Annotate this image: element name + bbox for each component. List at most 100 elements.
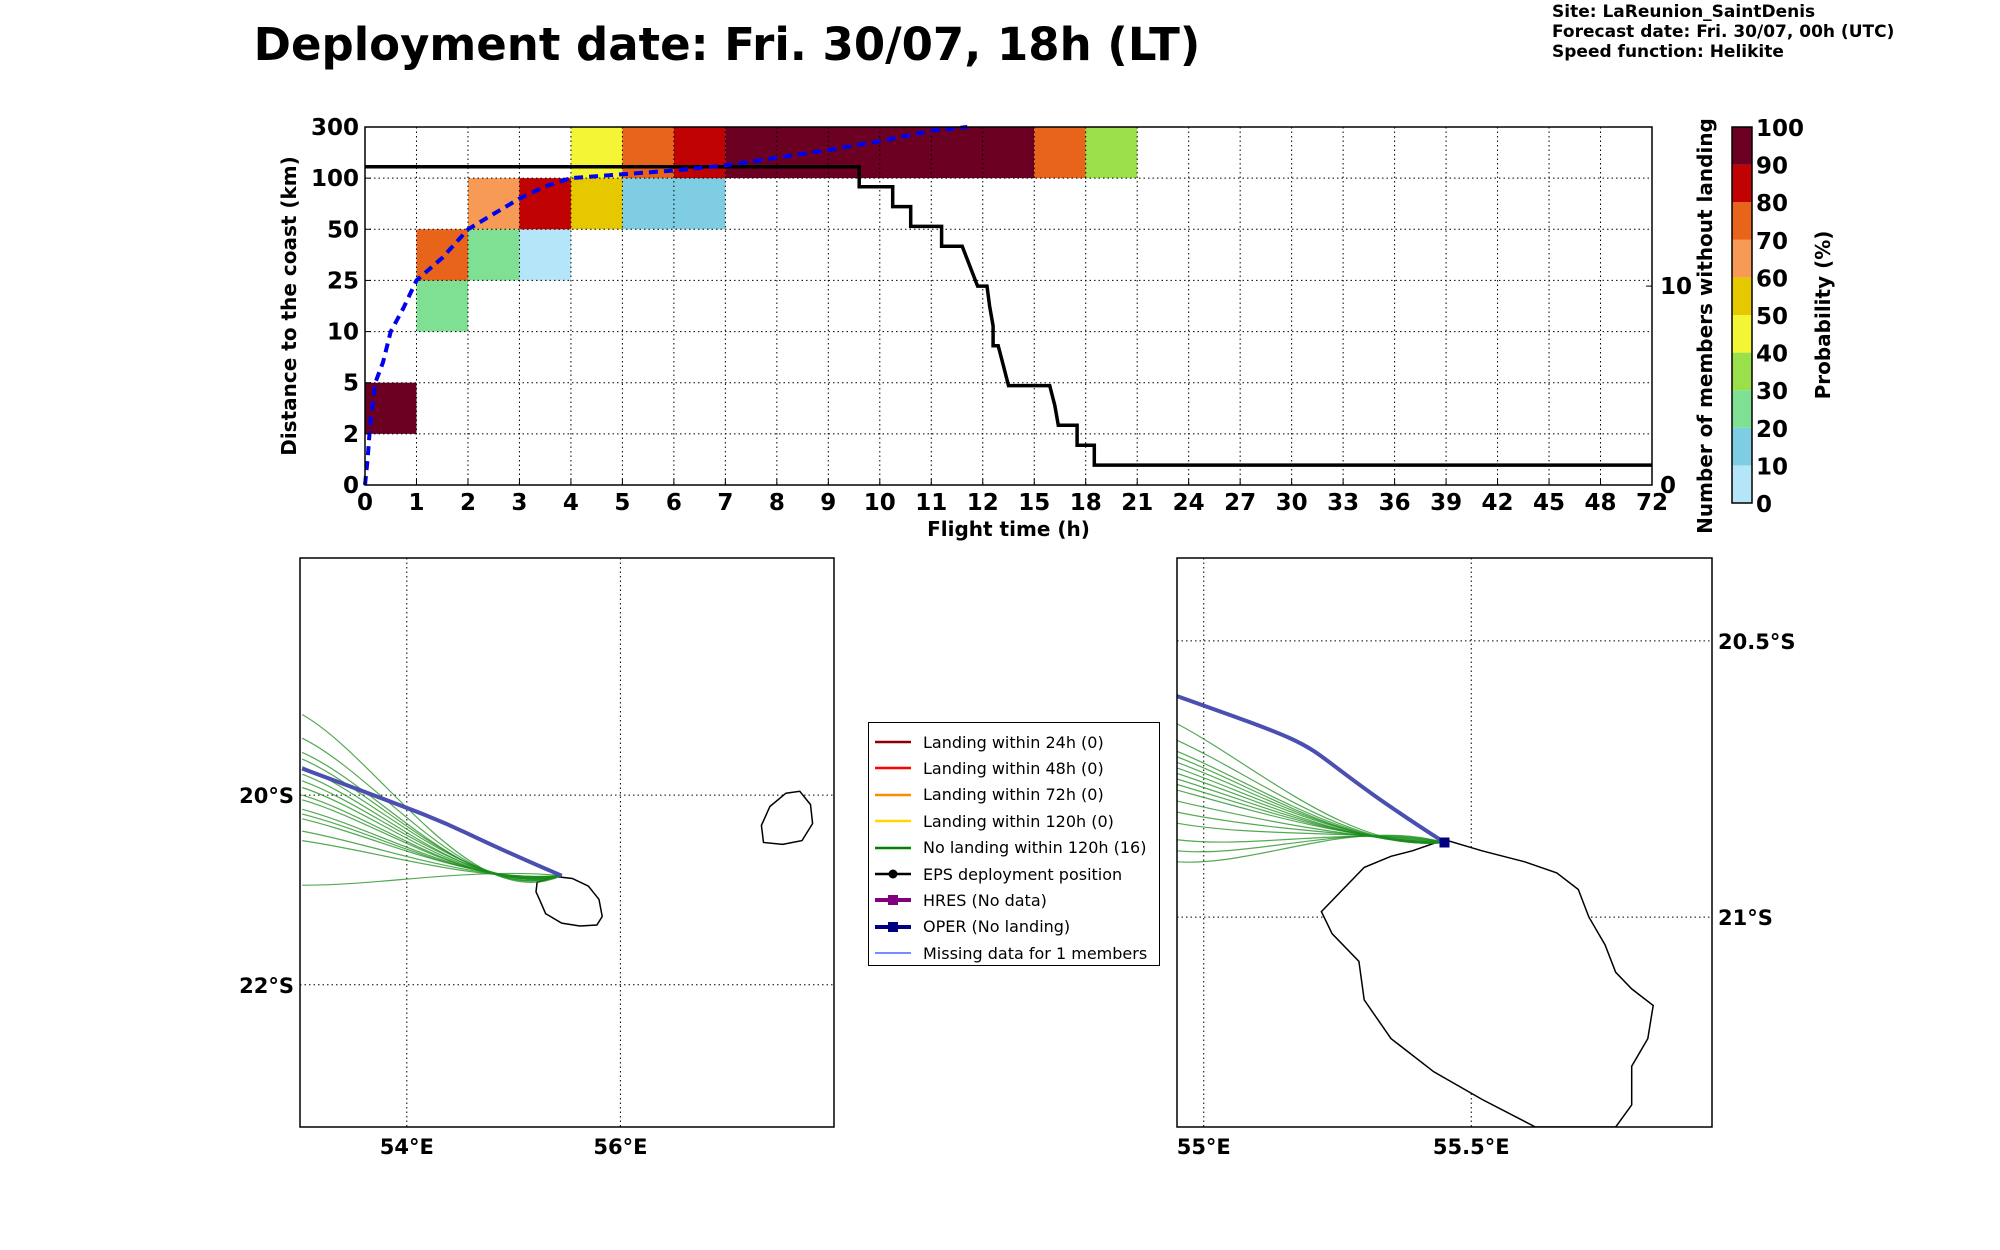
colorbar-swatch xyxy=(1732,239,1752,278)
legend-symbol xyxy=(875,846,911,849)
colorbar-tick-label: 70 xyxy=(1756,229,1788,255)
heatmap-cell xyxy=(570,127,623,179)
x-tick-label: 36 xyxy=(1379,490,1411,516)
legend-marker xyxy=(888,895,898,906)
colorbar-tick-label: 80 xyxy=(1756,191,1788,217)
colorbar-swatch xyxy=(1732,127,1752,165)
speed-function-label: Speed function: Helikite xyxy=(1552,42,1784,62)
x-tick-label: 0 xyxy=(357,490,373,516)
legend-entry: Landing within 48h (0) xyxy=(873,755,1104,781)
heatmap-cell xyxy=(1085,127,1138,179)
x-tick-label: 1 xyxy=(408,490,424,516)
legend-symbol xyxy=(875,793,911,797)
colorbar-tick-label: 100 xyxy=(1756,116,1804,142)
oper-track xyxy=(301,766,563,878)
colorbar-tick-label: 0 xyxy=(1756,492,1772,518)
legend-symbol xyxy=(875,869,911,879)
colorbar-tick-label: 40 xyxy=(1756,342,1788,368)
x-tick-label: 4 xyxy=(563,490,579,516)
y-tick-label: 100 xyxy=(311,166,359,192)
mean-distance-line xyxy=(363,125,968,486)
members-without-landing-line xyxy=(365,165,1652,467)
colorbar-tick-label: 90 xyxy=(1756,154,1788,180)
y-tick-label: 300 xyxy=(311,115,359,141)
legend-symbol xyxy=(875,921,911,932)
legend: Landing within 24h (0) Landing within 48h… xyxy=(868,722,1160,966)
x-tick-label: 30 xyxy=(1276,490,1308,516)
deployment-marker xyxy=(1439,837,1450,848)
ensemble-track xyxy=(301,794,562,880)
legend-label: Landing within 48h (0) xyxy=(923,758,1104,778)
x-tick-label: 10 xyxy=(864,490,896,516)
legend-symbol xyxy=(875,740,911,744)
y-tick-label: 50 xyxy=(327,217,359,243)
legend-marker xyxy=(888,921,898,932)
colorbar-label: Probability (%) xyxy=(1811,231,1835,400)
colorbar-tick-label: 30 xyxy=(1756,379,1788,405)
longitude-label: 55.5°E xyxy=(1433,1135,1510,1159)
heatmap-cell xyxy=(416,280,468,332)
colorbar-tick-label: 10 xyxy=(1756,454,1788,480)
map-frame xyxy=(299,557,835,1128)
y-axis-label: Distance to the coast (km) xyxy=(277,156,301,456)
legend-entry: Landing within 72h (0) xyxy=(873,782,1104,808)
colorbar: 0 10 20 30 40 50 60 70 80 90 100 Probability (%) xyxy=(1731,116,1835,518)
longitude-label: 56°E xyxy=(593,1135,647,1159)
ensemble-track xyxy=(301,799,562,879)
ensemble-track xyxy=(1177,750,1445,844)
legend-symbol xyxy=(875,895,911,906)
map-content xyxy=(300,558,834,1127)
colorbar-swatch xyxy=(1732,465,1752,503)
y-right-tick-label: 0 xyxy=(1660,473,1676,499)
ensemble-track xyxy=(1177,772,1445,844)
longitude-label: 55°E xyxy=(1177,1135,1231,1159)
ensemble-track xyxy=(1177,811,1445,844)
heatmap-cell xyxy=(519,229,571,281)
legend-entry: OPER (No landing) xyxy=(873,914,1070,940)
colorbar-swatch xyxy=(1732,352,1752,391)
colorbar-swatch xyxy=(1732,315,1752,353)
legend-entry: No landing within 120h (16) xyxy=(873,835,1146,861)
colorbar-swatch xyxy=(1732,164,1752,203)
ensemble-track xyxy=(1177,835,1445,853)
x-tick-label: 18 xyxy=(1070,490,1102,516)
legend-label: OPER (No landing) xyxy=(923,917,1071,937)
heatmap-panel: 0 1 2 3 4 5 6 7 8 9 10 11 12 15 18 21 24 27 30 33 36 39 42 45 48… xyxy=(277,115,1717,541)
site-label: Site: LaReunion_SaintDenis xyxy=(1552,2,1816,22)
y-tick-label: 0 xyxy=(343,473,359,499)
colorbar-swatch xyxy=(1732,202,1752,240)
x-tick-label: 11 xyxy=(915,490,947,516)
ensemble-track xyxy=(301,751,562,882)
ensemble-track xyxy=(1177,835,1445,844)
x-tick-label: 7 xyxy=(717,490,733,516)
legend-label: Missing data for 1 members xyxy=(923,943,1148,963)
forecast-date-label: Forecast date: Fri. 30/07, 00h (UTC) xyxy=(1552,22,1895,42)
x-tick-label: 45 xyxy=(1533,490,1565,516)
x-tick-label: 39 xyxy=(1430,490,1462,516)
x-tick-label: 42 xyxy=(1482,490,1514,516)
island-coastline xyxy=(760,790,814,846)
legend-label: EPS deployment position xyxy=(923,864,1123,884)
x-tick-label: 33 xyxy=(1327,490,1359,516)
map-right: 20.5°S 21°S 55°E 55.5°E xyxy=(1176,557,1795,1159)
map-frame xyxy=(1176,557,1713,1128)
plot-frame xyxy=(364,126,1653,486)
x-tick-label: 12 xyxy=(967,490,999,516)
latitude-label: 21°S xyxy=(1718,906,1773,930)
ensemble-track xyxy=(302,872,562,886)
y-tick-label: 25 xyxy=(327,268,359,294)
legend-entry: EPS deployment position xyxy=(873,861,1122,887)
heatmap-cell xyxy=(1034,127,1086,179)
oper-track xyxy=(1177,694,1446,845)
heatmap-cell xyxy=(519,178,571,230)
y-tick-label: 10 xyxy=(327,320,359,346)
chart-title: Deployment date: Fri. 30/07, 18h (LT) xyxy=(253,18,1201,71)
latitude-label: 22°S xyxy=(239,974,294,998)
legend-entry: HRES (No data) xyxy=(873,887,1047,913)
latitude-label: 20.5°S xyxy=(1718,630,1795,654)
ensemble-track xyxy=(1177,800,1445,844)
colorbar-swatch xyxy=(1732,277,1752,315)
heatmap-cell xyxy=(467,229,520,281)
map-content xyxy=(1177,558,1712,1127)
